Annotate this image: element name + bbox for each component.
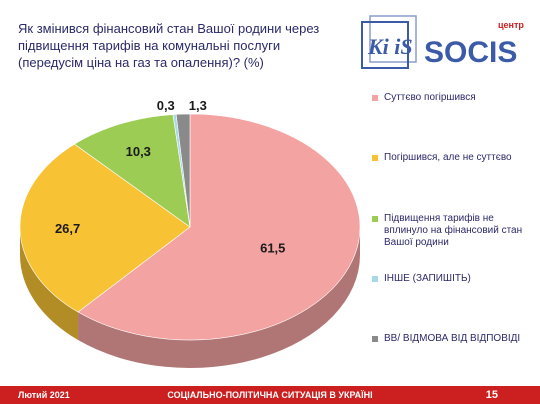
socis-logo-small: центр	[498, 20, 524, 30]
legend-label-0: Суттєво погіршився	[384, 92, 476, 103]
pie-side-walls	[20, 227, 361, 368]
legend-swatch-1	[372, 155, 378, 161]
data-label-3: 0,3	[157, 98, 175, 113]
legend-swatch-4	[372, 336, 378, 342]
pie-slice-1	[19, 143, 191, 313]
data-label-2: 10,3	[126, 144, 151, 159]
legend-item-0: Суттєво погіршився	[372, 92, 536, 104]
data-label-1: 26,7	[55, 221, 80, 236]
data-label-4: 1,3	[189, 98, 207, 113]
pie-slice-side-0	[78, 227, 361, 368]
legend-item-2: Підвищення тарифів не вплинуло на фінанс…	[372, 213, 536, 249]
legend-item-4: ВВ/ ВІДМОВА ВІД ВІДПОВІДІ	[372, 333, 536, 345]
legend-item-3: ІНШЕ (ЗАПИШІТЬ)	[372, 273, 536, 285]
legend-item-1: Погіршився, але не суттєво	[372, 152, 536, 164]
legend-swatch-0	[372, 95, 378, 101]
footer-date: Лютий 2021	[18, 390, 70, 400]
footer-title: СОЦІАЛЬНО-ПОЛІТИЧНА СИТУАЦІЯ В УКРАЇНІ	[167, 390, 373, 400]
legend-swatch-2	[372, 216, 378, 222]
pie-top-faces	[19, 113, 361, 341]
legend-swatch-3	[372, 276, 378, 282]
page-number: 15	[485, 389, 498, 401]
legend-label-1: Погіршився, але не суттєво	[384, 152, 512, 163]
data-label-0: 61,5	[260, 241, 285, 256]
pie-chart: 61,5 26,7 10,3 0,3 1,3	[19, 98, 361, 368]
pie-slice-2	[73, 114, 191, 228]
pie-slice-side-1	[20, 227, 79, 341]
legend-label-4: ВВ/ ВІДМОВА ВІД ВІДПОВІДІ	[384, 333, 521, 344]
footer-bar: Лютий 2021 СОЦІАЛЬНО-ПОЛІТИЧНА СИТУАЦІЯ …	[0, 386, 540, 404]
kiis-logo-text: Ki iS	[367, 34, 413, 59]
legend-label-3: ІНШЕ (ЗАПИШІТЬ)	[384, 273, 471, 284]
socis-logo: Ki iS центр SOCIS	[361, 15, 524, 69]
pie-slice-0	[77, 113, 361, 341]
chart-title: Як змінився фінансовий стан Вашої родини…	[18, 21, 320, 70]
pie-slice-4	[175, 113, 191, 228]
socis-logo-text: SOCIS	[424, 36, 517, 69]
legend-label-2: Підвищення тарифів не вплинуло на фінанс…	[384, 213, 523, 248]
